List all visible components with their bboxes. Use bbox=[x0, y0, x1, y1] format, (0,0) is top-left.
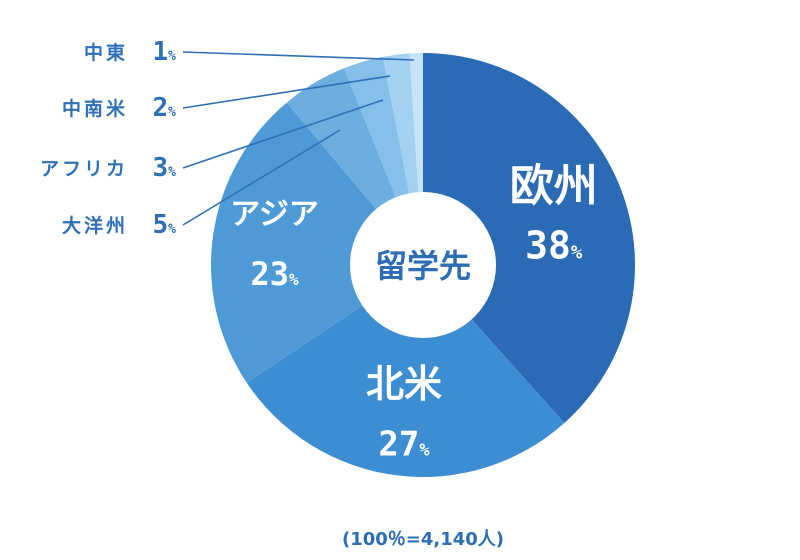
slice-label-europe: 欧州 bbox=[510, 160, 598, 211]
leader-line-middle-east bbox=[182, 51, 415, 61]
pie-slice-asia bbox=[210, 102, 423, 383]
leader-line-africa bbox=[182, 99, 384, 169]
side-label-oceania: 大洋州 bbox=[62, 214, 128, 237]
center-label: 留学先 bbox=[375, 247, 471, 285]
leader-lines bbox=[182, 51, 415, 226]
footnote: (100％=4,140人) bbox=[342, 529, 504, 550]
leader-line-oceania bbox=[182, 129, 341, 226]
pie-slice-europe bbox=[423, 53, 636, 423]
leader-line-latin-america bbox=[182, 75, 391, 109]
side-value-latin-america: 2% bbox=[153, 93, 177, 123]
side-label-latin-america: 中南米 bbox=[62, 97, 128, 120]
pie-slice-north-america bbox=[246, 265, 565, 478]
slice-value-north-america: 27% bbox=[378, 425, 430, 465]
slice-label-asia: アジア bbox=[230, 197, 319, 232]
side-label-middle-east: 中東 bbox=[84, 41, 128, 64]
side-value-africa: 3% bbox=[153, 153, 177, 183]
side-value-middle-east: 1% bbox=[153, 37, 177, 67]
side-value-oceania: 5% bbox=[153, 210, 177, 240]
slice-value-europe: 38% bbox=[525, 223, 583, 267]
slice-labels: 欧州 38% 北米 27% アジア 23% 5% 大洋州 3% アフリカ 2% 中南米 1% 中東 bbox=[40, 37, 598, 465]
slice-label-north-america: 北米 bbox=[366, 362, 442, 406]
donut-hole bbox=[350, 192, 496, 338]
side-label-africa: アフリカ bbox=[40, 158, 128, 180]
slice-value-asia: 23% bbox=[250, 255, 299, 293]
